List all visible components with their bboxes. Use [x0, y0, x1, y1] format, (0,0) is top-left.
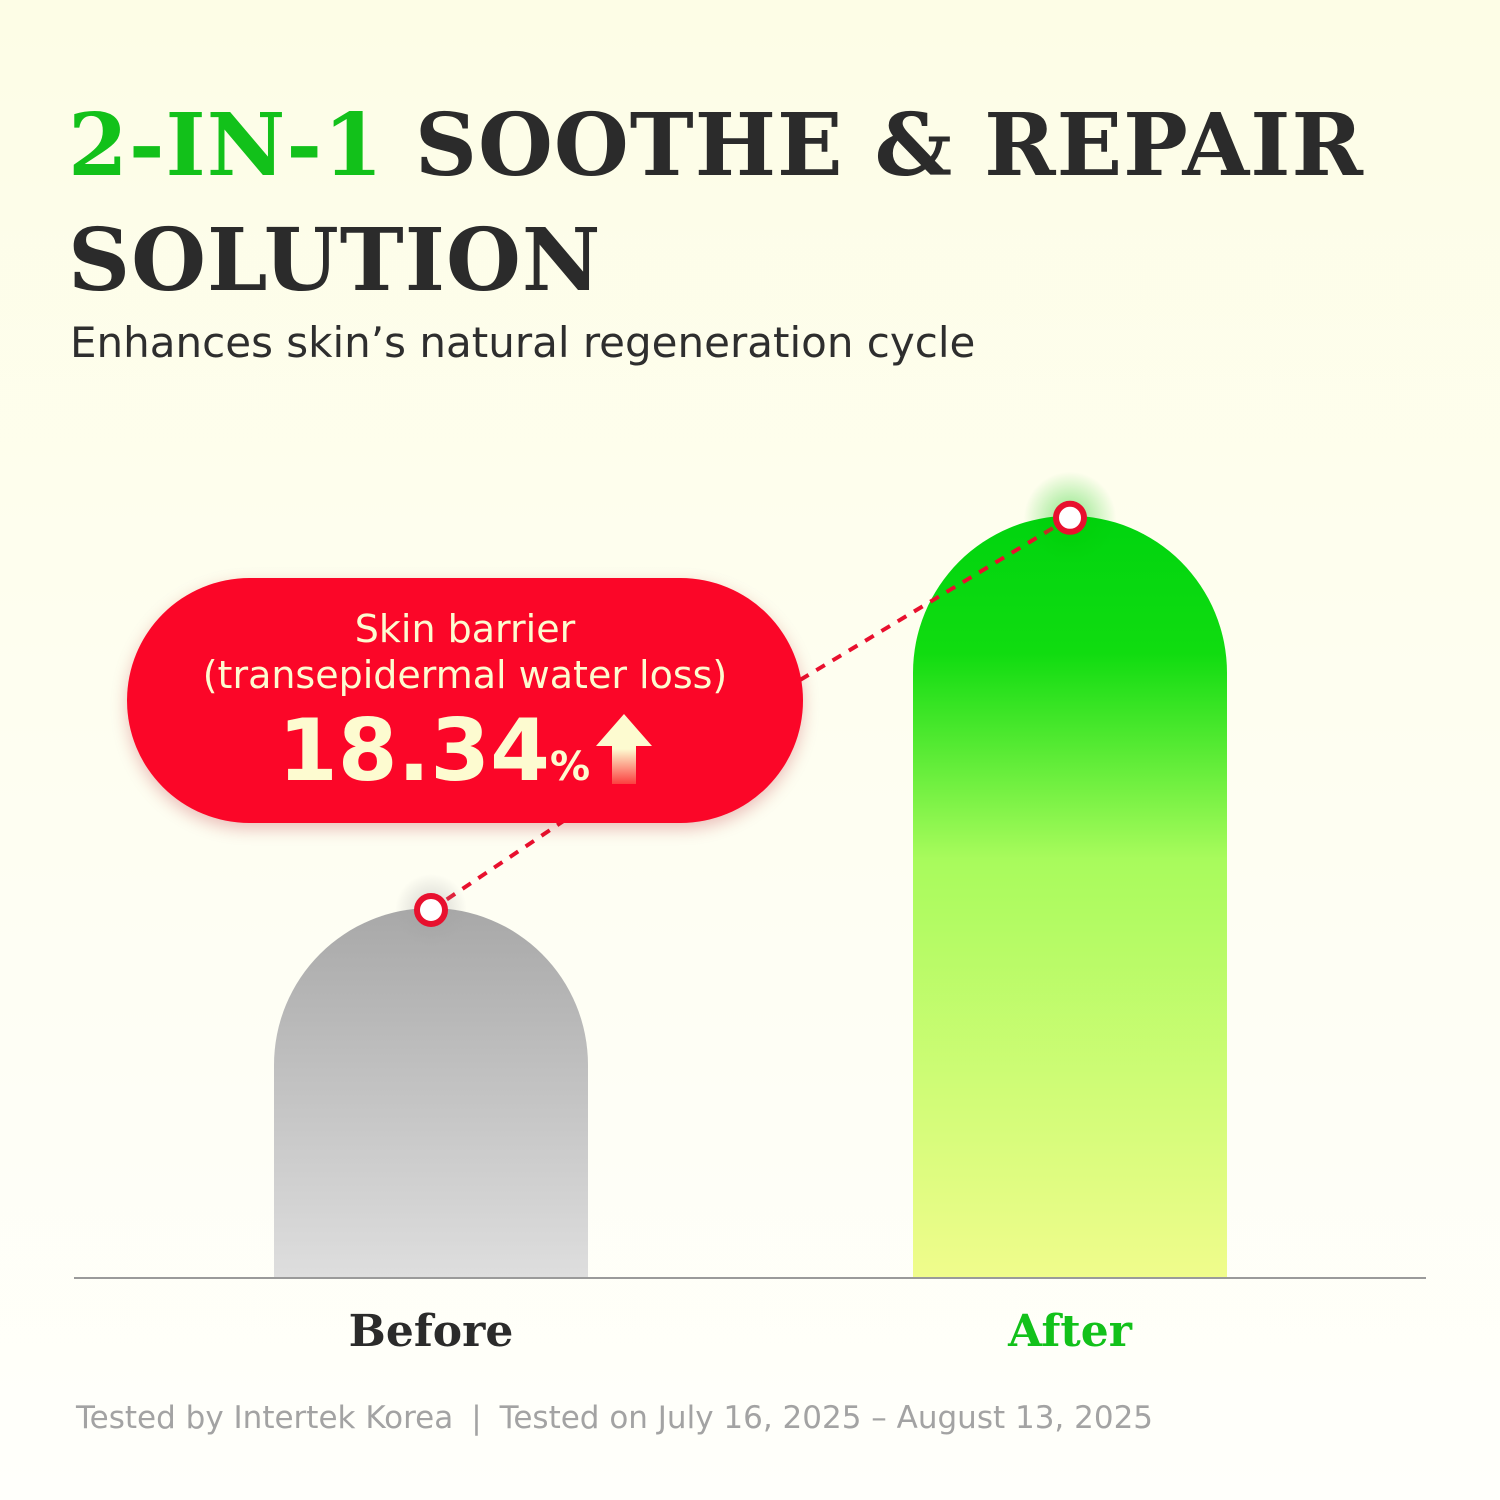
callout-unit: % [549, 744, 591, 790]
title-line2: SOLUTION [68, 210, 602, 311]
callout-value: 18.34% [278, 706, 653, 812]
page-title: 2-IN-1 SOOTHE & REPAIR SOLUTION [68, 88, 1364, 318]
arrow-up-icon [596, 710, 653, 800]
tested-on: Tested on July 16, 2025 – August 13, 202… [499, 1400, 1154, 1436]
x-label-before: Before [348, 1306, 514, 1357]
connector-after [798, 516, 1072, 682]
footer-separator: | [471, 1400, 482, 1436]
footer-note: Tested by Intertek Korea | Tested on July … [76, 1400, 1153, 1436]
x-label-after: After [1008, 1306, 1132, 1357]
callout-line1: Skin barrier [354, 607, 576, 651]
callout-badge: Skin barrier (transepidermal water loss)… [127, 578, 803, 823]
title-rest: SOOTHE & REPAIR [414, 95, 1364, 196]
tested-by: Tested by Intertek Korea [76, 1400, 454, 1436]
marker-after [1053, 500, 1087, 535]
marker-before [414, 893, 448, 927]
bar-after [913, 515, 1227, 1278]
callout-line2: (transepidermal water loss) [202, 653, 728, 697]
subtitle: Enhances skin’s natural regeneration cyc… [70, 318, 976, 367]
callout-number: 18.34 [277, 701, 550, 801]
bar-before [274, 908, 588, 1278]
title-highlight: 2-IN-1 [68, 95, 384, 196]
